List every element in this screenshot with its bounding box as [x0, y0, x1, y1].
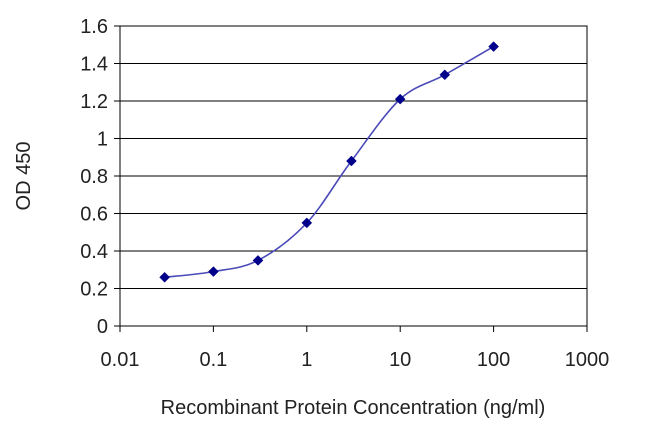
y-tick-label-1: 0.2	[80, 279, 108, 301]
y-tick-label-4: 0.8	[80, 166, 108, 188]
y-tick-label-2: 0.4	[80, 241, 108, 263]
data-point-6	[439, 69, 451, 81]
x-tick-label-0: 0.01	[101, 349, 140, 371]
data-point-2	[252, 255, 264, 266]
y-tick-label-3: 0.6	[80, 204, 108, 226]
data-point-1	[208, 266, 219, 277]
x-tick-label-2: 1	[301, 349, 312, 371]
y-tick-label-5: 1	[97, 129, 108, 151]
data-point-3	[301, 217, 313, 229]
ticks-layer: 0 0.2 0.4 0.6 0.8 1 1.2 1.4 1.6 0.01 0.1 1 10 100 1000	[80, 16, 609, 371]
y-axis-label: OD 450	[13, 142, 35, 211]
x-tick-label-4: 100	[477, 349, 510, 371]
y-tick-label-8: 1.6	[80, 16, 108, 38]
series-layer	[159, 41, 499, 283]
data-point-7	[488, 41, 499, 52]
data-point-4	[346, 155, 357, 167]
x-tick-label-3: 10	[389, 349, 411, 371]
grid-layer	[120, 63, 587, 289]
x-axis-label: Recombinant Protein Concentration (ng/ml…	[161, 397, 546, 419]
y-tick-label-7: 1.4	[80, 54, 108, 76]
y-tick-label-0: 0	[97, 316, 108, 338]
y-tick-label-6: 1.2	[80, 91, 108, 113]
data-point-5	[394, 93, 406, 105]
x-tick-label-1: 0.1	[199, 349, 227, 371]
series-line-0	[164, 45, 495, 279]
data-point-0	[159, 271, 170, 283]
x-tick-label-5: 1000	[565, 349, 610, 371]
